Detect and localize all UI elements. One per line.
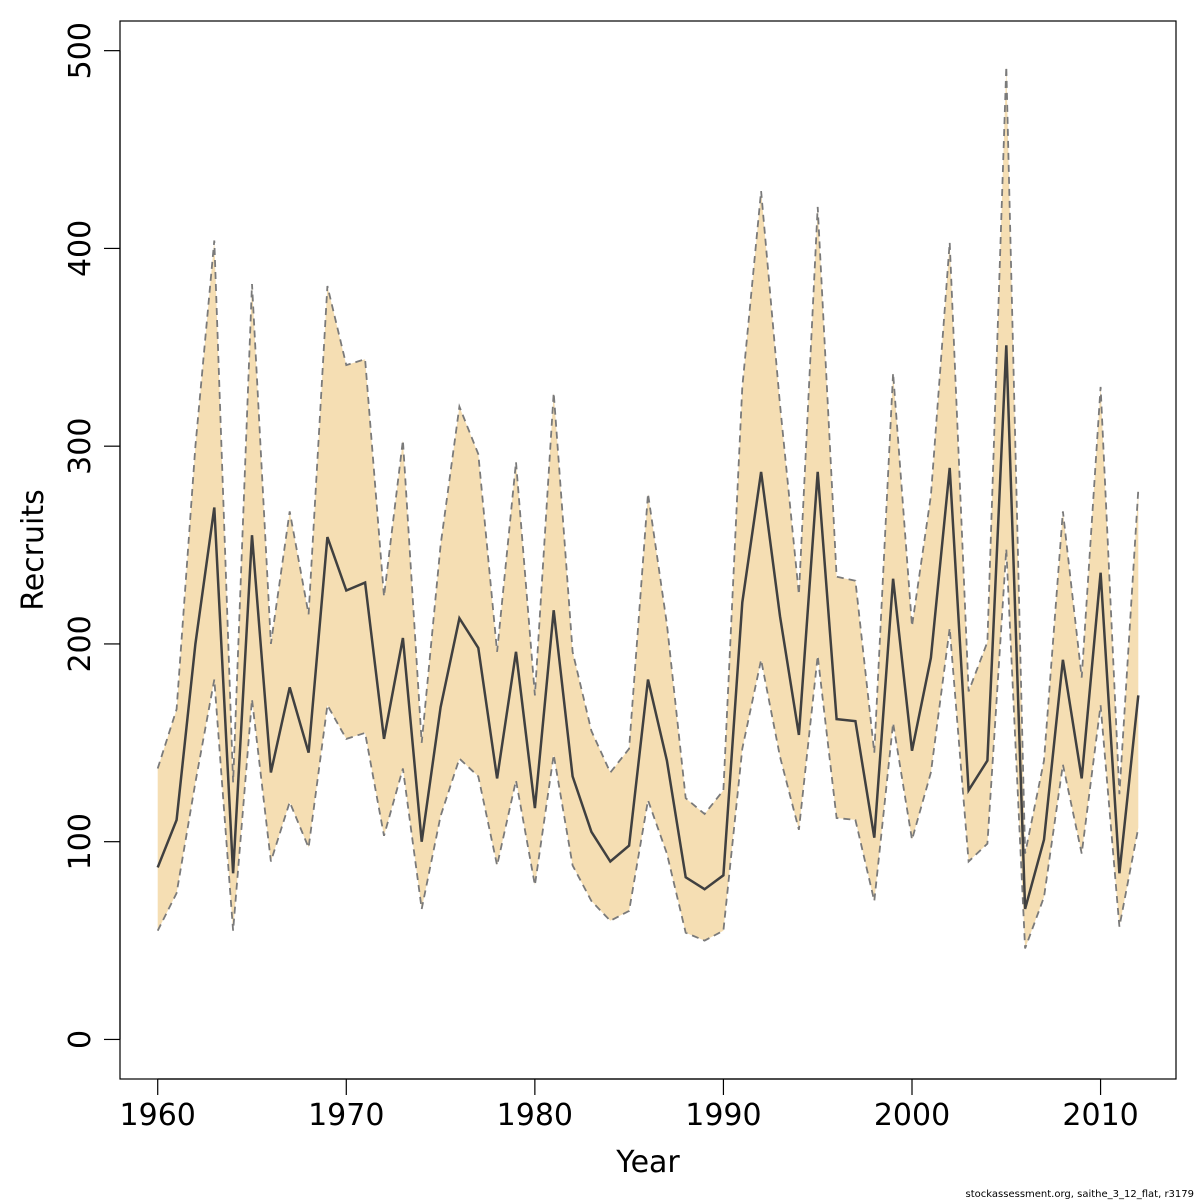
footer-note: stockassessment.org, saithe_3_12_flat, r…	[966, 1189, 1194, 1200]
y-tick-label: 400	[63, 220, 98, 277]
confidence-bound-layer	[156, 66, 1140, 949]
x-tick-label: 1980	[497, 1098, 573, 1133]
y-tick-label: 500	[63, 22, 98, 79]
confidence-band-layer	[157, 66, 1139, 949]
x-tick-label: 2000	[874, 1098, 950, 1133]
confidence-band	[157, 66, 1139, 949]
y-tick-label: 100	[63, 813, 98, 870]
y-axis: 0 100 200 300 400 500	[63, 22, 121, 1049]
y-tick-label: 0	[63, 1030, 98, 1049]
x-tick-label: 1970	[308, 1098, 384, 1133]
y-axis-title: Recruits	[16, 489, 51, 611]
x-axis-title: Year	[615, 1145, 680, 1180]
x-tick-label: 2010	[1062, 1098, 1138, 1133]
x-tick-label: 1960	[120, 1098, 196, 1133]
y-tick-label: 300	[63, 418, 98, 475]
x-tick-label: 1990	[685, 1098, 761, 1133]
estimate-line	[156, 345, 1140, 910]
x-axis: 1960 1970 1980 1990 2000 2010	[120, 1078, 1139, 1133]
upper-bound-line	[156, 66, 1140, 854]
estimate-line-layer	[156, 345, 1140, 910]
y-tick-label: 200	[63, 615, 98, 672]
